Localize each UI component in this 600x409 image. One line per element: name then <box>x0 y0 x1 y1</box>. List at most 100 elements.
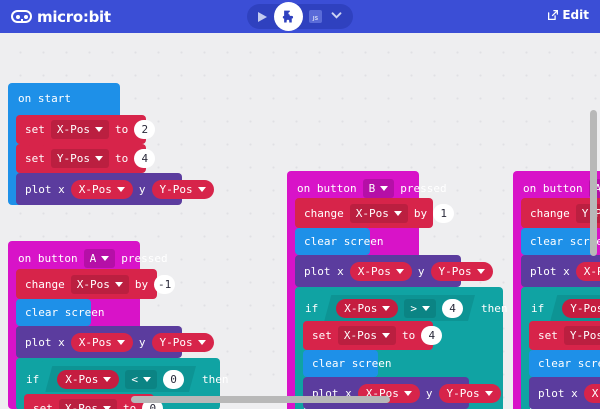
variable-pill-ypos[interactable]: Y-Pos <box>151 332 214 352</box>
comparison-block-a[interactable]: X-Pos < 0 <box>45 366 196 392</box>
to-label: to <box>123 402 137 409</box>
blocks-workspace[interactable]: on start set X-Pos to 2 set Y-Pos to 4 p… <box>0 33 600 409</box>
block-set-xpos-b-body[interactable]: set X-Pos to 4 <box>303 321 443 350</box>
variable-pill-xpos[interactable]: X-Pos <box>57 370 119 389</box>
variable-name: Y-Pos <box>56 152 90 165</box>
variable-name: X-Pos <box>56 123 90 136</box>
chevron-down-icon <box>103 377 111 382</box>
blocks-puzzle-icon[interactable] <box>274 2 303 31</box>
block-plot-b-body[interactable]: plot x X-Pos y Y-Pos <box>303 377 501 409</box>
variable-pill-xpos[interactable]: X-Pos <box>349 261 412 281</box>
chevron-down-icon <box>422 306 430 311</box>
variable-name: X-Pos <box>64 402 98 409</box>
chevron-down-icon <box>484 390 493 396</box>
chevron-down-icon <box>380 186 389 191</box>
variable-pill-xpos[interactable]: X-Pos <box>70 179 133 199</box>
variable-pill-ypos[interactable]: Y-Pos <box>562 299 600 318</box>
operator-dropdown-gt[interactable]: > <box>404 299 436 318</box>
number-input-0[interactable]: 0 <box>142 399 164 409</box>
variable-name: Y-Pos <box>569 329 600 342</box>
number-input-2[interactable]: 2 <box>134 120 156 139</box>
block-set-ypos-start[interactable]: set Y-Pos to 4 <box>16 144 156 173</box>
js-label: JS <box>312 16 319 22</box>
on-button-label: on button <box>297 182 357 195</box>
comparison-block-ab[interactable]: Y-Pos > 4 <box>550 295 600 321</box>
number-input-4[interactable]: 4 <box>421 326 443 345</box>
operator-symbol: > <box>410 301 417 315</box>
clear-screen-label: clear screen <box>530 235 600 248</box>
comparison-block-b[interactable]: X-Pos > 4 <box>324 295 475 321</box>
clear-screen-label: clear screen <box>304 235 384 248</box>
block-plot-a[interactable]: plot x X-Pos y Y-Pos <box>16 326 214 358</box>
variable-dropdown-xpos[interactable]: X-Pos <box>58 399 117 409</box>
variable-dropdown-ypos[interactable]: Y-Pos <box>563 326 600 345</box>
pressed-label: pressed <box>400 182 447 195</box>
block-change-xpos-a[interactable]: change X-Pos by -1 <box>16 269 176 299</box>
variable-pill-xpos[interactable]: X-Pos <box>583 383 600 403</box>
variable-dropdown-xpos[interactable]: X-Pos <box>50 120 109 139</box>
variable-dropdown-xpos[interactable]: X-Pos <box>349 203 408 223</box>
button-name: B <box>368 182 376 195</box>
if-condition-b: if X-Pos > 4 then <box>305 295 508 321</box>
variable-pill-xpos[interactable]: X-Pos <box>70 332 133 352</box>
block-set-xpos-a-body[interactable]: set X-Pos to 0 <box>24 394 164 409</box>
y-label: y <box>138 182 146 196</box>
hat-on-button-a: on button A pressed <box>18 249 168 268</box>
variable-pill-ypos[interactable]: Y-Pos <box>151 179 214 199</box>
block-change-ypos-ab[interactable]: change Y-Pos by 1 <box>521 198 600 228</box>
block-clear-screen-b[interactable]: clear screen <box>295 228 383 255</box>
block-clear-screen-ab-body[interactable]: clear screen <box>529 350 600 377</box>
number-input-4[interactable]: 4 <box>134 149 156 168</box>
vertical-scrollbar[interactable] <box>590 110 597 256</box>
variable-name: X-Pos <box>583 264 600 278</box>
operator-dropdown-lt[interactable]: < <box>125 370 157 389</box>
if-condition-ab: if Y-Pos > 4 then <box>531 295 600 321</box>
block-clear-screen-a[interactable]: clear screen <box>16 299 104 326</box>
block-set-ypos-ab-body[interactable]: set Y-Pos to 4 <box>529 321 600 350</box>
variable-pill-ypos[interactable]: Y-Pos <box>438 383 501 403</box>
variable-pill-xpos[interactable]: X-Pos <box>575 261 600 281</box>
chevron-down-icon <box>116 186 125 192</box>
chevron-down-icon <box>101 256 110 261</box>
number-input-0[interactable]: 0 <box>163 370 184 389</box>
chevron-down-icon[interactable] <box>331 12 342 19</box>
block-plot-ab-body[interactable]: plot x X-Pos y Y-Pos <box>529 377 600 409</box>
pressed-label: pressed <box>121 252 168 265</box>
hat-on-button-ab: on button A+B pressed <box>523 179 600 198</box>
chevron-down-icon <box>197 186 206 192</box>
on-button-label: on button <box>18 252 78 265</box>
mode-toolbar: JS <box>247 2 353 31</box>
edit-button[interactable]: Edit <box>547 8 589 22</box>
block-change-xpos-b[interactable]: change X-Pos by 1 <box>295 198 455 228</box>
variable-pill-ypos[interactable]: Y-Pos <box>430 261 493 281</box>
if-condition-a: if X-Pos < 0 then <box>26 366 229 392</box>
variable-pill-xpos[interactable]: X-Pos <box>336 299 398 318</box>
plot-label: plot x <box>530 264 570 278</box>
play-icon[interactable] <box>258 11 267 22</box>
number-input-minus1[interactable]: -1 <box>154 274 176 294</box>
button-dropdown-b[interactable]: B <box>362 179 395 198</box>
block-clear-screen-b-body[interactable]: clear screen <box>303 350 391 377</box>
block-clear-screen-ab[interactable]: clear screen <box>521 228 600 255</box>
block-set-xpos-start[interactable]: set X-Pos to 2 <box>16 115 156 144</box>
number-input-4[interactable]: 4 <box>442 299 463 318</box>
block-plot-ab[interactable]: plot x X-Pos y Y-Pos <box>521 255 600 287</box>
block-plot-b[interactable]: plot x X-Pos y Y-Pos <box>295 255 493 287</box>
button-dropdown-a[interactable]: A <box>83 249 116 268</box>
block-plot-start[interactable]: plot x X-Pos y Y-Pos <box>16 173 214 205</box>
variable-name: X-Pos <box>355 206 389 220</box>
chevron-down-icon <box>95 156 103 161</box>
variable-dropdown-ypos[interactable]: Y-Pos <box>50 149 109 168</box>
number-input-1[interactable]: 1 <box>433 203 455 223</box>
variable-name: X-Pos <box>76 277 110 291</box>
variable-dropdown-xpos[interactable]: X-Pos <box>337 326 396 345</box>
javascript-icon[interactable]: JS <box>309 10 322 23</box>
edit-label: Edit <box>562 8 589 22</box>
microbit-logo[interactable]: micro:bit <box>11 8 111 26</box>
microbit-face-logo-icon <box>11 10 32 23</box>
variable-name: X-Pos <box>343 329 377 342</box>
plot-label: plot x <box>304 264 344 278</box>
horizontal-scrollbar[interactable] <box>131 396 390 403</box>
variable-dropdown-xpos[interactable]: X-Pos <box>70 274 129 294</box>
hat-label-on-start: on start <box>18 92 71 105</box>
